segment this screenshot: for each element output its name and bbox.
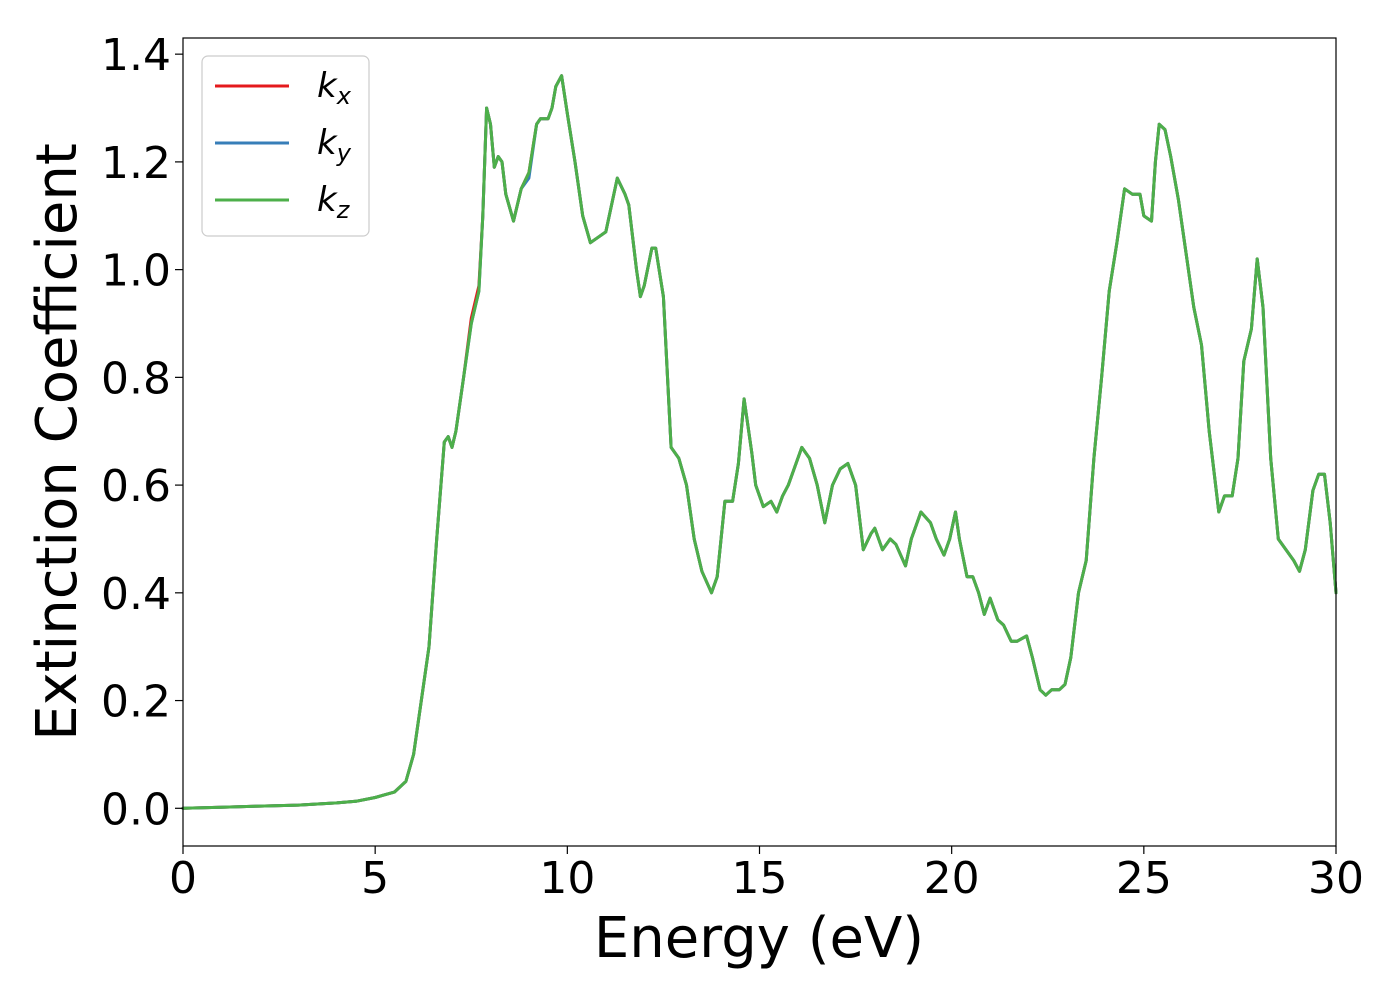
x-tick-label: 25 (1116, 853, 1172, 904)
legend-items: kx ky kz (215, 66, 352, 224)
x-axis-label: Energy (eV) (594, 906, 924, 971)
y-tick-label: 0.2 (101, 677, 171, 728)
y-axis-ticks: 0.0 0.2 0.4 0.6 0.8 1.0 1.2 1.4 (101, 30, 183, 835)
series-line-kz (181, 74, 1338, 810)
y-tick-label: 1.4 (101, 30, 171, 81)
y-tick-label: 1.2 (101, 138, 171, 189)
legend-label-kx: kx (317, 66, 352, 110)
x-tick-label: 30 (1308, 853, 1364, 904)
legend-label-ky: ky (317, 123, 352, 167)
x-tick-label: 5 (361, 853, 389, 904)
x-tick-label: 10 (539, 853, 595, 904)
x-axis-ticks: 0 5 10 15 20 25 30 (169, 846, 1364, 904)
y-tick-label: 0.0 (101, 784, 171, 835)
series-layer (181, 74, 1338, 810)
legend-label-kz: kz (317, 180, 351, 224)
legend-box (201, 55, 370, 237)
y-tick-label: 1.0 (101, 246, 171, 297)
legend: kx ky kz (201, 55, 370, 237)
y-axis-label: Extinction Coefficient (25, 143, 90, 741)
x-tick-label: 15 (732, 853, 788, 904)
y-tick-label: 0.6 (101, 461, 171, 512)
y-tick-label: 0.8 (101, 353, 171, 404)
x-tick-label: 0 (169, 853, 197, 904)
y-tick-label: 0.4 (101, 569, 171, 620)
x-tick-label: 20 (924, 853, 980, 904)
